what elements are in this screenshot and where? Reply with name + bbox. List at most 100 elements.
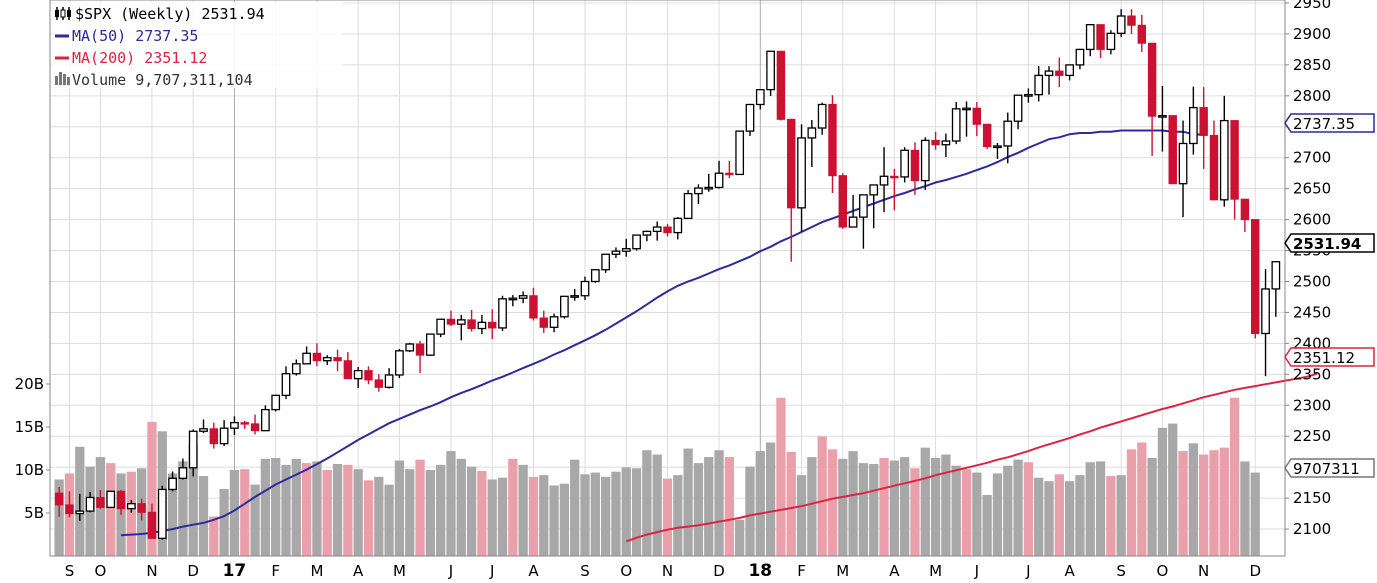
volume-bar bbox=[322, 470, 332, 556]
volume-bar bbox=[384, 484, 394, 556]
candle-body bbox=[1199, 107, 1208, 136]
volume-bar bbox=[1240, 461, 1250, 556]
candle-legend-icon bbox=[55, 7, 71, 20]
candle-body bbox=[755, 88, 765, 106]
legend: $SPX (Weekly) 2531.94 MA(50) 2737.35 MA(… bbox=[52, 2, 342, 89]
volume-bar bbox=[848, 451, 858, 556]
volume-bar bbox=[332, 463, 343, 556]
time-tick-label: A bbox=[353, 562, 364, 580]
candle-body bbox=[539, 317, 548, 328]
candle-body bbox=[302, 352, 311, 365]
volume-bar bbox=[363, 480, 374, 556]
candle-body bbox=[333, 357, 342, 362]
volume-bar bbox=[796, 475, 807, 556]
volume-axis: 5B 10B 15B 20B bbox=[15, 375, 50, 522]
legend-ma200: MA(200) 2351.12 bbox=[72, 49, 207, 67]
price-tick-label: 2350 bbox=[1293, 365, 1331, 383]
volume-bar bbox=[1054, 474, 1064, 556]
candle-body bbox=[312, 352, 322, 362]
candle-body bbox=[477, 321, 487, 330]
volume-bar bbox=[1188, 443, 1198, 556]
volume-bar bbox=[693, 463, 704, 556]
candle-body bbox=[1096, 24, 1105, 50]
volume-bar bbox=[209, 516, 219, 556]
volume-bar bbox=[1250, 472, 1260, 556]
volume-bar bbox=[1209, 450, 1219, 556]
candle-body bbox=[1251, 219, 1260, 334]
candle-body bbox=[621, 248, 631, 252]
candle-body bbox=[137, 503, 146, 513]
candle-body bbox=[456, 319, 466, 325]
candle-body bbox=[714, 172, 724, 189]
volume-bar bbox=[198, 476, 209, 556]
time-tick-label: J bbox=[974, 562, 979, 580]
price-tick-label: 2250 bbox=[1293, 427, 1331, 445]
time-tick-label: N bbox=[1198, 562, 1209, 580]
volume-bar bbox=[219, 488, 229, 556]
volume-bar bbox=[1147, 457, 1157, 556]
time-tick-label: D bbox=[713, 562, 725, 580]
price-tick-label: 2150 bbox=[1293, 489, 1331, 507]
volume-bar bbox=[271, 457, 281, 556]
time-tick-label: A bbox=[528, 562, 539, 580]
candle-body bbox=[281, 373, 291, 397]
volume-badge-shape bbox=[1284, 458, 1375, 478]
volume-bar bbox=[456, 458, 466, 556]
price-tick-label: 2300 bbox=[1293, 396, 1331, 414]
time-tick-label: M bbox=[929, 562, 942, 580]
candle-body bbox=[787, 118, 796, 209]
volume-bar bbox=[549, 485, 559, 556]
candle-body bbox=[1240, 198, 1250, 221]
candle-body bbox=[549, 316, 559, 328]
price-tick-label: 2600 bbox=[1293, 211, 1331, 229]
volume-bar bbox=[126, 471, 136, 556]
volume-bar bbox=[652, 454, 662, 556]
volume-bar bbox=[167, 473, 178, 556]
volume-bar bbox=[1219, 447, 1229, 556]
price-tick-label: 2850 bbox=[1293, 56, 1331, 74]
candle-body bbox=[322, 356, 332, 362]
candle-body bbox=[168, 477, 177, 491]
volume-bar bbox=[900, 457, 910, 556]
ma200-badge-text: 2351.12 bbox=[1293, 349, 1355, 367]
volume-bar bbox=[425, 470, 435, 556]
time-tick-label: N bbox=[146, 562, 157, 580]
price-tick-label: 2900 bbox=[1293, 25, 1331, 43]
volume-bar bbox=[776, 397, 786, 556]
candle-body bbox=[518, 295, 528, 299]
candle-body bbox=[663, 226, 672, 234]
volume-bar bbox=[817, 436, 827, 556]
candle-body bbox=[199, 428, 208, 432]
time-tick-label: M bbox=[393, 562, 406, 580]
volume-bar bbox=[920, 447, 930, 556]
candle-body bbox=[828, 103, 837, 177]
candle-body bbox=[859, 194, 868, 218]
volume-bar bbox=[301, 463, 312, 556]
time-tick-label: O bbox=[1157, 562, 1169, 580]
candle-body bbox=[673, 217, 683, 234]
volume-bar bbox=[415, 459, 425, 556]
candle-body bbox=[1013, 94, 1023, 122]
candle-body bbox=[106, 490, 116, 509]
candle-body bbox=[374, 379, 384, 388]
volume-bar bbox=[765, 442, 776, 556]
volume-bar bbox=[972, 472, 982, 556]
plot-frame bbox=[49, 0, 1286, 557]
time-tick-label: O bbox=[620, 562, 632, 580]
volume-bar bbox=[611, 471, 621, 556]
candle-body bbox=[900, 149, 910, 178]
ma50-line bbox=[120, 129, 1204, 537]
volume-badge-text: 9707311 bbox=[1293, 460, 1360, 478]
volume-bar bbox=[662, 478, 673, 556]
moving-averages bbox=[120, 129, 1318, 543]
volume-bar bbox=[394, 460, 405, 556]
volume-bar bbox=[374, 476, 384, 556]
volume-bar bbox=[539, 475, 549, 556]
candle-body bbox=[560, 295, 569, 318]
volume-bar bbox=[1075, 475, 1085, 556]
candle-body bbox=[879, 175, 889, 186]
candle-body bbox=[178, 467, 188, 479]
last-price-badge-text: 2531.94 bbox=[1293, 235, 1361, 253]
candle-body bbox=[1075, 48, 1085, 66]
candle-body bbox=[188, 430, 198, 469]
